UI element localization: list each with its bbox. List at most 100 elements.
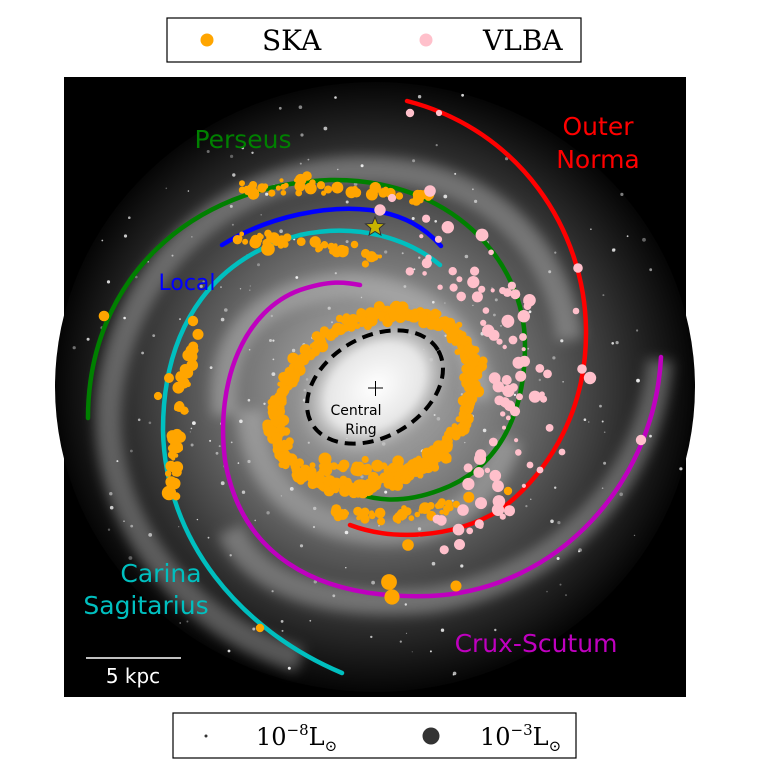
sparkle	[251, 151, 254, 154]
sparkle	[378, 525, 380, 527]
ska-point	[281, 427, 291, 436]
sparkle	[472, 188, 474, 191]
sparkle	[399, 640, 402, 643]
vlba-point	[422, 271, 427, 276]
ska-point	[182, 349, 195, 362]
sparkle	[189, 431, 192, 433]
sparkle	[199, 284, 203, 288]
sparkle	[72, 346, 76, 350]
sparkle	[272, 339, 275, 342]
sparkle	[562, 381, 564, 383]
ska-point	[350, 486, 359, 495]
vlba-point	[439, 545, 449, 555]
vlba-point	[489, 469, 502, 482]
ska-point	[280, 190, 287, 196]
sparkle	[331, 321, 333, 324]
sparkle	[401, 252, 404, 255]
sparkle	[417, 95, 422, 99]
ska-point	[374, 302, 381, 310]
ska-point	[270, 415, 281, 426]
vlba-point	[422, 214, 431, 223]
ska-point	[399, 475, 406, 482]
sparkle	[109, 492, 113, 496]
legend-large-marker	[422, 727, 440, 745]
sparkle	[227, 649, 231, 653]
sparkle	[464, 254, 469, 259]
sparkle	[109, 505, 114, 510]
sparkle	[601, 487, 604, 490]
sparkle	[360, 164, 364, 168]
sparkle	[642, 237, 646, 242]
ska-point	[451, 423, 458, 430]
ska-point	[191, 346, 199, 355]
sparkle	[224, 308, 228, 312]
sparkle	[298, 105, 303, 109]
sparkle	[116, 460, 119, 463]
ska-point	[283, 182, 289, 188]
legend-ska-label: SKA	[262, 24, 322, 57]
ska-point	[369, 510, 375, 516]
sparkle	[279, 229, 283, 233]
ska-point	[317, 482, 325, 490]
vlba-point	[501, 375, 512, 385]
vlba-point	[502, 288, 512, 297]
ska-point	[153, 391, 163, 401]
crux-scutum-arm	[220, 280, 664, 599]
ska-point	[294, 358, 305, 369]
sparkle	[247, 398, 251, 402]
sparkle	[550, 519, 554, 524]
vlba-point	[437, 284, 443, 290]
sparkle	[552, 356, 556, 360]
ska-point	[261, 242, 275, 256]
ska-point	[439, 509, 445, 515]
vlba-point	[374, 204, 386, 216]
vlba-point	[502, 384, 515, 398]
sparkle	[431, 561, 436, 566]
ska-point	[395, 192, 404, 200]
sparkle	[528, 310, 532, 314]
vlba-point	[515, 361, 523, 369]
sparkle	[500, 325, 502, 327]
vlba-point	[419, 234, 424, 239]
ska-point	[450, 580, 462, 592]
sparkle	[165, 187, 168, 190]
sparkle	[443, 194, 448, 199]
vlba-point	[545, 424, 554, 432]
ska-point	[443, 454, 449, 459]
ska-point	[317, 337, 327, 347]
vlba-point	[583, 371, 597, 385]
sparkle	[152, 334, 156, 337]
sparkle	[472, 304, 474, 307]
vlba-point	[432, 514, 442, 524]
ska-point	[418, 317, 429, 329]
sparkle	[123, 316, 126, 320]
ska-point	[296, 237, 306, 247]
sparkle	[232, 173, 236, 177]
ska-point	[307, 352, 315, 361]
ska-point	[446, 326, 458, 338]
central-ring-label-line1: Central	[331, 403, 382, 419]
ska-point	[462, 420, 472, 429]
ska-point	[394, 475, 401, 482]
sparkle	[334, 272, 337, 275]
vlba-point	[480, 319, 487, 326]
ska-point	[418, 311, 428, 321]
vlba-point	[543, 369, 552, 379]
sparkle	[192, 421, 196, 425]
sparkle	[270, 314, 273, 318]
vlba-point	[635, 434, 647, 446]
sparkle	[209, 366, 213, 369]
vlba-point	[467, 276, 480, 289]
vlba-point	[484, 467, 491, 473]
ska-point	[350, 240, 359, 249]
vlba-point	[492, 495, 506, 508]
legend-bottom: 10−8L⊙ 10−3L⊙	[172, 712, 577, 759]
vlba-point	[502, 344, 507, 350]
ska-point	[234, 236, 242, 243]
sparkle	[613, 248, 616, 251]
vlba-point	[521, 347, 526, 352]
ska-point	[172, 381, 185, 394]
ska-point	[345, 186, 358, 199]
vlba-point	[463, 463, 473, 473]
ska-point	[407, 459, 419, 471]
